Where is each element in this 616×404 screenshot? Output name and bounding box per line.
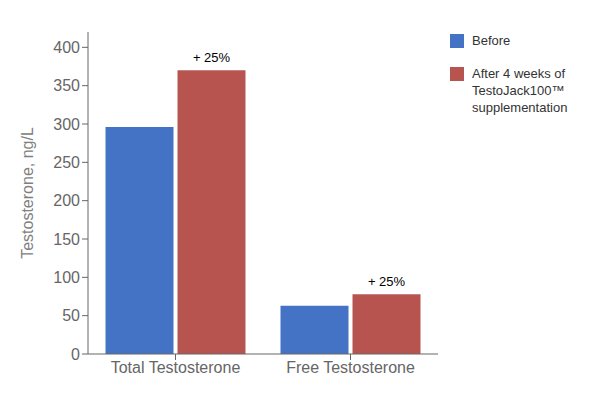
svg-text:50: 50 <box>62 307 80 324</box>
svg-text:+ 25%: + 25% <box>193 50 231 65</box>
svg-text:Free Testosterone: Free Testosterone <box>286 359 415 376</box>
svg-text:350: 350 <box>53 77 80 94</box>
svg-text:Testosterone, ng/L: Testosterone, ng/L <box>19 127 36 259</box>
svg-text:Total Testosterone: Total Testosterone <box>111 359 241 376</box>
html-text:After 4 weeks of: After 4 weeks of <box>472 66 566 81</box>
html-text:TestoJack100™: TestoJack100™ <box>472 83 565 98</box>
svg-text:150: 150 <box>53 231 80 248</box>
svg-text:400: 400 <box>53 39 80 56</box>
svg-text:300: 300 <box>53 116 80 133</box>
svg-text:100: 100 <box>53 269 80 286</box>
html-text:supplementation: supplementation <box>472 100 568 115</box>
svg-text:+ 25%: + 25% <box>368 274 406 289</box>
html-text:Before: Before <box>472 33 511 48</box>
svg-text:0: 0 <box>71 346 80 363</box>
svg-text:250: 250 <box>53 154 80 171</box>
svg-text:200: 200 <box>53 192 80 209</box>
